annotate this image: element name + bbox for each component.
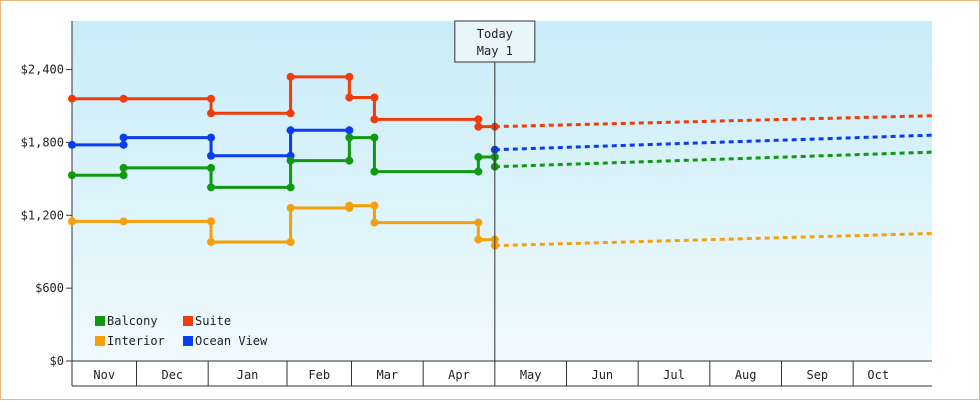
data-point	[474, 235, 483, 244]
data-point	[119, 94, 128, 103]
data-point	[345, 72, 354, 81]
data-point	[345, 133, 354, 142]
data-point	[286, 72, 295, 81]
data-point	[474, 115, 483, 124]
data-point	[68, 94, 76, 103]
forecast-line	[494, 114, 933, 129]
data-point	[119, 171, 128, 180]
data-point	[286, 204, 295, 212]
data-point	[68, 140, 76, 149]
x-tick-label: Dec	[161, 368, 183, 382]
data-point	[370, 218, 379, 227]
data-point	[119, 217, 128, 226]
data-point	[345, 126, 354, 135]
x-tick-label: Jan	[237, 368, 259, 382]
data-point	[474, 218, 483, 227]
data-point	[207, 163, 216, 172]
data-point	[207, 238, 216, 246]
data-point	[370, 201, 379, 210]
data-point	[370, 115, 379, 124]
x-tick-label: Feb	[308, 368, 330, 382]
data-point	[207, 183, 216, 192]
data-point	[474, 122, 483, 131]
data-point	[286, 238, 295, 246]
data-point	[370, 93, 379, 102]
data-point	[286, 126, 295, 135]
data-point	[286, 156, 295, 165]
plot-background	[72, 21, 932, 361]
data-point	[207, 217, 216, 226]
data-point	[474, 167, 483, 176]
y-tick-label: $2,400	[21, 63, 64, 77]
x-tick-label: Mar	[376, 368, 398, 382]
y-tick-label: $0	[50, 354, 64, 368]
data-point	[68, 217, 76, 226]
x-tick-label: Sep	[806, 368, 828, 382]
data-point	[286, 183, 295, 192]
x-tick-label: Aug	[735, 368, 757, 382]
data-point	[207, 151, 216, 160]
legend-swatch	[95, 316, 105, 326]
legend-label: Suite	[195, 314, 231, 328]
legend: Balcony Suite Interior Ocean View	[95, 314, 268, 348]
x-tick-label: Nov	[93, 368, 115, 382]
x-tick-label: Jul	[663, 368, 685, 382]
series-group	[68, 72, 933, 250]
legend-swatch	[183, 336, 193, 346]
today-label: Today	[477, 27, 513, 41]
x-tick-label: Jun	[591, 368, 613, 382]
data-point	[207, 94, 216, 103]
legend-swatch	[183, 316, 193, 326]
legend-label: Interior	[107, 334, 165, 348]
data-point	[474, 153, 483, 161]
data-point	[286, 109, 295, 118]
forecast-line	[494, 232, 933, 248]
data-point	[207, 133, 216, 142]
data-point	[370, 133, 379, 142]
y-axis: $0 $600 $1,200 $1,800 $2,400	[21, 21, 73, 386]
today-date: May 1	[477, 44, 513, 58]
x-tick-label: Apr	[448, 368, 470, 382]
y-tick-label: $1,800	[21, 135, 64, 149]
y-tick-label: $1,200	[21, 208, 64, 222]
data-point	[345, 201, 354, 210]
x-tick-label: Oct	[867, 368, 889, 382]
data-point	[345, 93, 354, 102]
legend-swatch	[95, 336, 105, 346]
data-point	[119, 133, 128, 142]
today-box	[454, 20, 536, 63]
data-point	[345, 156, 354, 165]
data-point	[119, 140, 128, 149]
legend-label: Balcony	[107, 314, 158, 328]
forecast-line	[494, 150, 933, 169]
legend-label: Ocean View	[195, 334, 268, 348]
forecast-line	[494, 133, 933, 152]
data-point	[207, 109, 216, 118]
data-point	[68, 171, 76, 180]
today-marker: Today May 1	[454, 20, 536, 361]
y-tick-label: $600	[35, 281, 64, 295]
data-point	[370, 167, 379, 176]
x-axis: Nov Dec Jan Feb Mar Apr May Jun Jul Aug Sep Oct	[72, 360, 932, 387]
data-point	[119, 163, 128, 172]
x-tick-label: May	[520, 368, 542, 382]
